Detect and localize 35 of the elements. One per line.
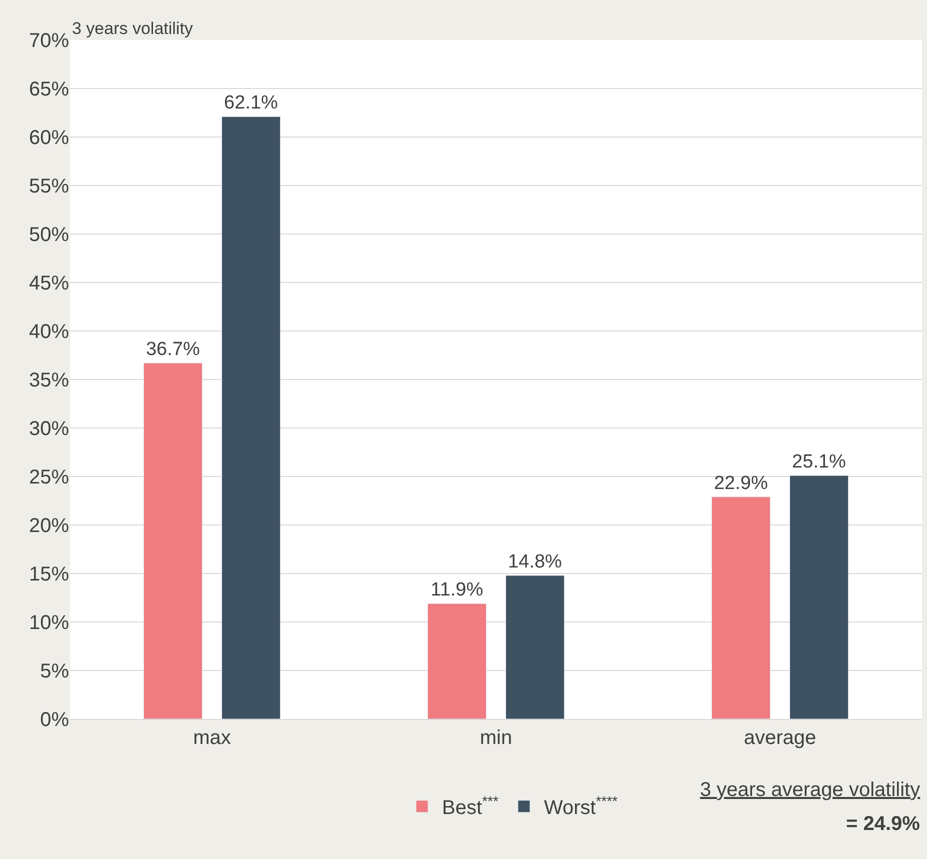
text: 36.7% xyxy=(146,339,200,360)
y-tick-label: 30% xyxy=(28,418,70,440)
y-tick-label: 10% xyxy=(28,612,70,634)
y-tick-label: 40% xyxy=(28,321,70,343)
x-tick-label: min xyxy=(480,727,512,749)
x-tick-label: average xyxy=(744,727,816,749)
text: 3 years average volatility xyxy=(700,779,920,801)
text: 14.8% xyxy=(508,551,562,572)
bar xyxy=(222,116,281,719)
legend-label: Worst$^{****}$ xyxy=(544,792,618,820)
y-tick-label: 35% xyxy=(28,370,70,392)
bar xyxy=(711,496,770,719)
bar xyxy=(790,475,849,719)
y-tick-label: 25% xyxy=(28,466,70,488)
text: 62.1% xyxy=(224,92,278,114)
x-tick-label: max xyxy=(193,727,231,749)
text: 11.9% xyxy=(430,580,484,601)
y-tick-label: 15% xyxy=(28,564,70,586)
y-tick-label: 60% xyxy=(28,127,70,149)
text: 22.9% xyxy=(714,472,768,494)
y-tick-label: 45% xyxy=(28,272,70,294)
y-tick-label: 65% xyxy=(28,78,70,100)
text: 25.1% xyxy=(792,452,846,473)
legend-label: Best$^{***}$ xyxy=(442,792,499,820)
y-tick-label: 50% xyxy=(28,224,70,246)
y-tick-label: 70% xyxy=(28,30,70,52)
y-tick-label: 5% xyxy=(40,660,70,682)
bar xyxy=(143,362,202,719)
bar xyxy=(506,575,565,719)
y-tick-label: 20% xyxy=(28,515,70,537)
bar xyxy=(427,603,486,719)
y-tick-label: 0% xyxy=(40,709,70,731)
text: = 24.9% xyxy=(846,813,920,835)
y-axis-title: 3 years volatility xyxy=(72,19,194,38)
y-tick-label: 55% xyxy=(28,176,70,198)
